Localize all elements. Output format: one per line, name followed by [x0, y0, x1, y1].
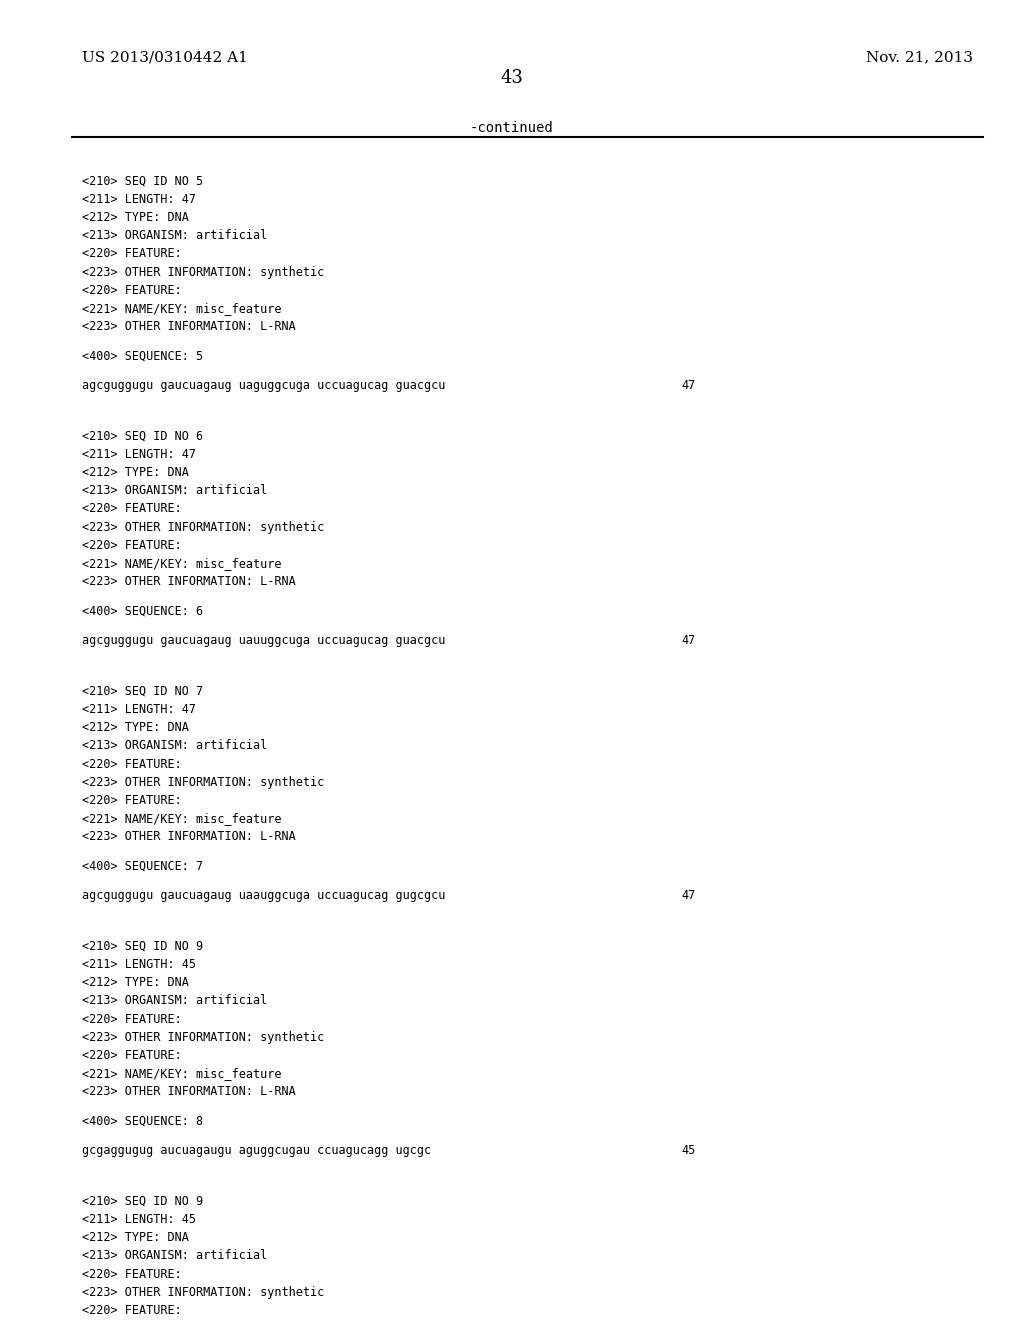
Text: <221> NAME/KEY: misc_feature: <221> NAME/KEY: misc_feature — [82, 557, 282, 570]
Text: 47: 47 — [681, 634, 695, 647]
Text: <223> OTHER INFORMATION: synthetic: <223> OTHER INFORMATION: synthetic — [82, 265, 325, 279]
Text: <221> NAME/KEY: misc_feature: <221> NAME/KEY: misc_feature — [82, 1067, 282, 1080]
Text: <213> ORGANISM: artificial: <213> ORGANISM: artificial — [82, 739, 267, 752]
Text: agcguggugu gaucuagaug uauuggcuga uccuagucag guacgcu: agcguggugu gaucuagaug uauuggcuga uccuagu… — [82, 634, 445, 647]
Text: <220> FEATURE:: <220> FEATURE: — [82, 793, 181, 807]
Text: <211> LENGTH: 47: <211> LENGTH: 47 — [82, 193, 196, 206]
Text: <223> OTHER INFORMATION: L-RNA: <223> OTHER INFORMATION: L-RNA — [82, 830, 296, 843]
Text: <220> FEATURE:: <220> FEATURE: — [82, 539, 181, 552]
Text: <400> SEQUENCE: 6: <400> SEQUENCE: 6 — [82, 605, 203, 618]
Text: <400> SEQUENCE: 5: <400> SEQUENCE: 5 — [82, 350, 203, 363]
Text: <223> OTHER INFORMATION: L-RNA: <223> OTHER INFORMATION: L-RNA — [82, 1085, 296, 1098]
Text: <223> OTHER INFORMATION: synthetic: <223> OTHER INFORMATION: synthetic — [82, 1286, 325, 1299]
Text: <223> OTHER INFORMATION: synthetic: <223> OTHER INFORMATION: synthetic — [82, 1031, 325, 1044]
Text: US 2013/0310442 A1: US 2013/0310442 A1 — [82, 50, 248, 65]
Text: -continued: -continued — [470, 121, 554, 136]
Text: <212> TYPE: DNA: <212> TYPE: DNA — [82, 721, 188, 734]
Text: <400> SEQUENCE: 8: <400> SEQUENCE: 8 — [82, 1114, 203, 1127]
Text: <220> FEATURE:: <220> FEATURE: — [82, 758, 181, 771]
Text: <211> LENGTH: 47: <211> LENGTH: 47 — [82, 447, 196, 461]
Text: <223> OTHER INFORMATION: L-RNA: <223> OTHER INFORMATION: L-RNA — [82, 576, 296, 589]
Text: Nov. 21, 2013: Nov. 21, 2013 — [866, 50, 973, 65]
Text: <213> ORGANISM: artificial: <213> ORGANISM: artificial — [82, 484, 267, 498]
Text: 47: 47 — [681, 379, 695, 392]
Text: <223> OTHER INFORMATION: L-RNA: <223> OTHER INFORMATION: L-RNA — [82, 321, 296, 334]
Text: <220> FEATURE:: <220> FEATURE: — [82, 1012, 181, 1026]
Text: <221> NAME/KEY: misc_feature: <221> NAME/KEY: misc_feature — [82, 812, 282, 825]
Text: <221> NAME/KEY: misc_feature: <221> NAME/KEY: misc_feature — [82, 302, 282, 315]
Text: <220> FEATURE:: <220> FEATURE: — [82, 284, 181, 297]
Text: <220> FEATURE:: <220> FEATURE: — [82, 1267, 181, 1280]
Text: <220> FEATURE:: <220> FEATURE: — [82, 247, 181, 260]
Text: <212> TYPE: DNA: <212> TYPE: DNA — [82, 466, 188, 479]
Text: <210> SEQ ID NO 9: <210> SEQ ID NO 9 — [82, 940, 203, 953]
Text: gcgaggugug aucuagaugu aguggcugau ccuagucagg ugcgc: gcgaggugug aucuagaugu aguggcugau ccuaguc… — [82, 1143, 431, 1156]
Text: <210> SEQ ID NO 7: <210> SEQ ID NO 7 — [82, 685, 203, 698]
Text: 45: 45 — [681, 1143, 695, 1156]
Text: <213> ORGANISM: artificial: <213> ORGANISM: artificial — [82, 994, 267, 1007]
Text: <212> TYPE: DNA: <212> TYPE: DNA — [82, 975, 188, 989]
Text: agcguggugu gaucuagaug uaguggcuga uccuagucag guacgcu: agcguggugu gaucuagaug uaguggcuga uccuagu… — [82, 379, 445, 392]
Text: <223> OTHER INFORMATION: synthetic: <223> OTHER INFORMATION: synthetic — [82, 520, 325, 533]
Text: <400> SEQUENCE: 7: <400> SEQUENCE: 7 — [82, 859, 203, 873]
Text: <220> FEATURE:: <220> FEATURE: — [82, 1049, 181, 1063]
Text: <212> TYPE: DNA: <212> TYPE: DNA — [82, 211, 188, 224]
Text: <220> FEATURE:: <220> FEATURE: — [82, 1304, 181, 1317]
Text: <210> SEQ ID NO 9: <210> SEQ ID NO 9 — [82, 1195, 203, 1208]
Text: <211> LENGTH: 47: <211> LENGTH: 47 — [82, 702, 196, 715]
Text: <210> SEQ ID NO 6: <210> SEQ ID NO 6 — [82, 429, 203, 442]
Text: <211> LENGTH: 45: <211> LENGTH: 45 — [82, 1213, 196, 1226]
Text: <211> LENGTH: 45: <211> LENGTH: 45 — [82, 958, 196, 972]
Text: <213> ORGANISM: artificial: <213> ORGANISM: artificial — [82, 1249, 267, 1262]
Text: 43: 43 — [501, 69, 523, 87]
Text: agcguggugu gaucuagaug uaauggcuga uccuagucag gugcgcu: agcguggugu gaucuagaug uaauggcuga uccuagu… — [82, 888, 445, 902]
Text: 47: 47 — [681, 888, 695, 902]
Text: <213> ORGANISM: artificial: <213> ORGANISM: artificial — [82, 230, 267, 243]
Text: <223> OTHER INFORMATION: synthetic: <223> OTHER INFORMATION: synthetic — [82, 776, 325, 789]
Text: <210> SEQ ID NO 5: <210> SEQ ID NO 5 — [82, 174, 203, 187]
Text: <212> TYPE: DNA: <212> TYPE: DNA — [82, 1232, 188, 1245]
Text: <220> FEATURE:: <220> FEATURE: — [82, 503, 181, 516]
